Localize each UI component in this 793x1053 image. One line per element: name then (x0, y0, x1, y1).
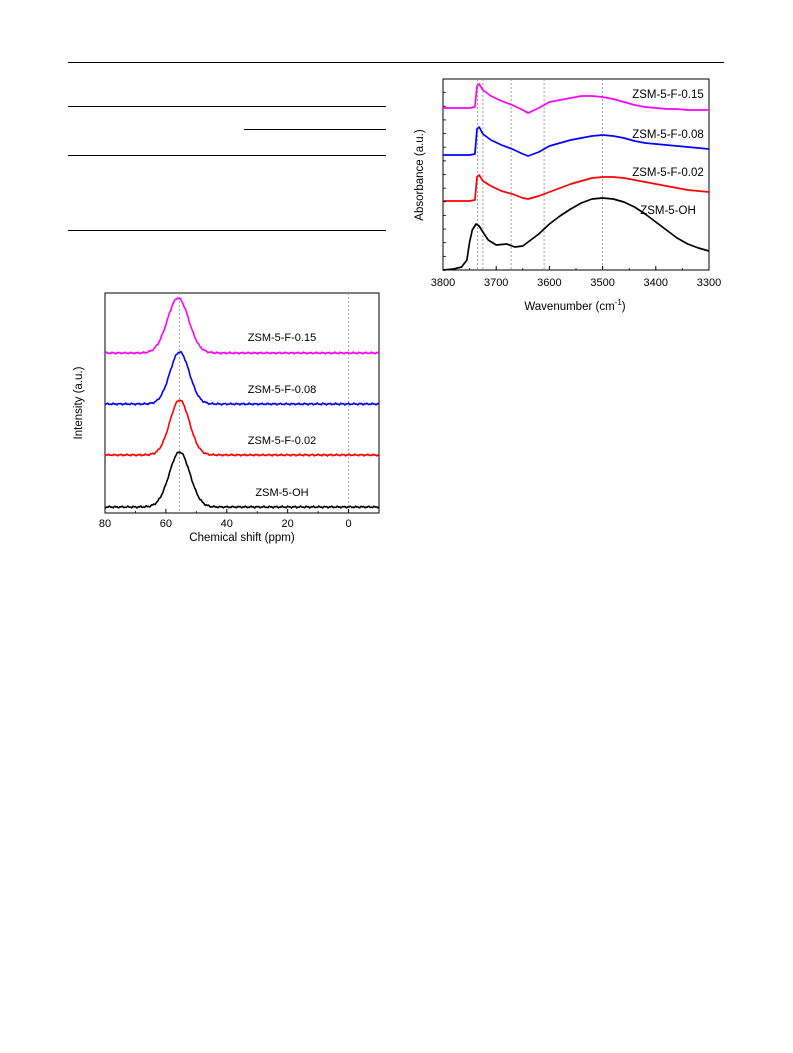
ftir-series-line (443, 174, 710, 202)
page-header-rule (68, 62, 724, 63)
nmr-x-tick-label: 80 (99, 518, 111, 530)
ftir-series-line (443, 126, 710, 157)
ftir-series-label: ZSM-5-F-0.02 (632, 167, 704, 179)
ftir-x-tick-label: 3700 (484, 277, 508, 289)
nmr-x-tick-label: 20 (282, 518, 294, 530)
nmr-series-label: ZSM-5-F-0.15 (248, 332, 316, 344)
ftir-series-label: ZSM-5-F-0.08 (632, 129, 704, 141)
nmr-series-line (104, 297, 380, 355)
table-bottom-rule (68, 230, 386, 231)
nmr-series-line (104, 451, 380, 509)
nmr-series-label: ZSM-5-F-0.02 (248, 435, 316, 447)
nmr-x-tick-label: 0 (345, 518, 351, 530)
nmr-series-label: ZSM-5-OH (255, 487, 308, 499)
ftir-series-line (442, 197, 710, 271)
nmr-x-tick-label: 60 (160, 518, 172, 530)
table-subheader-rule (244, 129, 386, 130)
ftir-x-tick-label: 3600 (537, 277, 561, 289)
nmr-x-tick-label: 40 (221, 518, 233, 530)
nmr-chart: 80 60 40 20 0 ZSM-5-F-0.15 ZSM-5-F-0.08 ZSM-5-… (73, 292, 380, 544)
nmr-y-axis-label: Intensity (a.u.) (73, 366, 85, 439)
nmr-series-line (104, 350, 380, 406)
ftir-series-line (443, 83, 709, 114)
ftir-chart: 3800 3700 3600 3500 3400 3300 ZSM-5-F-0.15 ZSM… (414, 78, 721, 313)
ftir-x-tick-label: 3400 (644, 277, 668, 289)
table-top-rule (68, 106, 386, 107)
nmr-series-label: ZSM-5-F-0.08 (248, 384, 316, 396)
ftir-x-tick-label: 3500 (590, 277, 614, 289)
nmr-series-line (104, 399, 380, 457)
ftir-x-axis-label: Wavenumber (cm-1) (524, 298, 625, 313)
ftir-x-tick-label: 3800 (431, 277, 455, 289)
ftir-series-label: ZSM-5-F-0.15 (632, 89, 704, 101)
nmr-x-axis-label: Chemical shift (ppm) (189, 532, 295, 544)
ftir-series-label: ZSM-5-OH (640, 205, 696, 217)
ftir-x-tick-label: 3300 (697, 277, 721, 289)
table-header-rule (68, 155, 386, 156)
ftir-y-axis-label: Absorbance (a.u.) (414, 129, 426, 221)
nmr-plot-frame (104, 292, 380, 514)
